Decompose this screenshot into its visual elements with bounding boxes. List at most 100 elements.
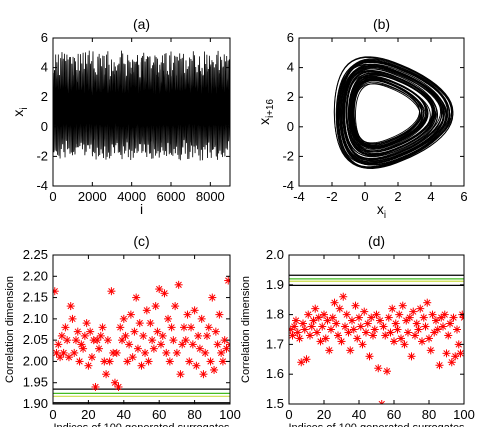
marker-stroke (159, 332, 166, 340)
x-tick-label: 2000 (78, 189, 107, 204)
surrogate-point (103, 336, 112, 345)
surrogate-point (335, 304, 344, 313)
marker-stroke (177, 371, 184, 378)
surrogate-point (400, 340, 409, 349)
marker-stroke (214, 341, 221, 348)
y-axis-label: Correlation dimension (240, 276, 252, 383)
marker-stroke (448, 359, 455, 366)
marker-stroke (319, 323, 326, 330)
surrogate-point (126, 310, 135, 319)
marker-stroke (369, 332, 377, 339)
marker-stroke (299, 320, 307, 327)
marker-stroke (209, 294, 216, 301)
series-line (53, 50, 230, 161)
surrogate-point (374, 364, 383, 373)
surrogate-point (68, 314, 77, 323)
marker-stroke (460, 314, 464, 319)
surrogate-point (320, 310, 328, 319)
marker-stroke (74, 328, 81, 335)
marker-stroke (131, 328, 138, 335)
marker-stroke (152, 302, 159, 310)
surrogate-point (171, 302, 180, 311)
panel-d: 0 20 40 60 80 100 1.5 1.6 1.7 1.8 1.9 2.0 (d) Indices… (240, 233, 475, 427)
plot-data (53, 50, 230, 161)
x-tick-label: 60 (387, 407, 401, 422)
marker-stroke (122, 332, 129, 340)
marker-stroke (296, 335, 303, 342)
attractor-loop (348, 73, 435, 155)
surrogate-point (148, 336, 157, 345)
surrogate-point (351, 301, 360, 310)
marker-stroke (58, 332, 66, 340)
marker-stroke (453, 326, 461, 333)
marker-stroke (118, 336, 126, 344)
surrogate-point (217, 348, 226, 357)
surrogate-point (370, 325, 379, 334)
surrogate-point (349, 325, 358, 334)
y-tick-label: 1.7 (266, 336, 284, 351)
surrogate-point (54, 340, 63, 349)
marker-stroke (357, 323, 364, 330)
surrogate-point (107, 287, 116, 296)
surrogate-point (426, 346, 435, 355)
marker-stroke (422, 323, 429, 330)
surrogate-point (188, 340, 197, 349)
marker-stroke (161, 290, 168, 297)
marker-stroke (354, 335, 361, 342)
y-tick-label: 6 (287, 30, 294, 45)
surrogate-point (447, 358, 456, 367)
surrogate-point (61, 323, 70, 332)
marker-stroke (62, 324, 69, 331)
surrogate-point (355, 313, 363, 322)
surrogate-point (123, 357, 132, 366)
surrogate-point (390, 337, 398, 346)
y-tick-label: 1.5 (266, 396, 284, 411)
marker-stroke (193, 362, 200, 369)
y-tick-label: 2.0 (266, 247, 284, 262)
marker-stroke (106, 358, 113, 365)
surrogate-point (460, 313, 464, 322)
surrogate-point (327, 325, 335, 334)
x-tick-label: 40 (117, 407, 131, 422)
surrogate-point (218, 357, 227, 366)
surrogate-point (105, 357, 114, 366)
surrogate-point (125, 340, 134, 349)
x-tick-label: 60 (152, 407, 166, 422)
surrogate-point (407, 352, 416, 361)
surrogate-point (391, 319, 400, 328)
surrogate-point (75, 357, 84, 366)
y-tick-label: 0 (41, 119, 48, 134)
surrogate-point (162, 348, 171, 357)
y-tick-label: -4 (282, 178, 294, 193)
marker-stroke (385, 314, 392, 321)
marker-stroke (53, 288, 58, 294)
surrogate-point (453, 325, 461, 334)
marker-stroke (216, 311, 223, 318)
y-tick-label: 2 (287, 89, 294, 104)
x-tick-label: 0 (285, 407, 292, 422)
surrogate-point (439, 322, 447, 331)
surrogate-point (290, 322, 299, 331)
surrogate-point (215, 310, 224, 319)
x-tick-label: 4000 (117, 189, 146, 204)
surrogate-point (393, 325, 402, 334)
surrogate-point (73, 327, 82, 336)
marker-stroke (310, 317, 317, 324)
marker-stroke (179, 341, 186, 348)
surrogate-point (222, 344, 230, 353)
plot-frame (52, 254, 231, 405)
marker-stroke (443, 350, 450, 357)
surrogate-point (300, 325, 309, 334)
y-tick-label: 4 (287, 60, 294, 75)
surrogate-point (79, 344, 88, 353)
surrogate-point (302, 355, 311, 364)
marker-stroke (187, 324, 195, 331)
marker-stroke (436, 362, 443, 369)
marker-stroke (156, 285, 163, 293)
surrogate-point (397, 334, 405, 343)
surrogate-point (353, 334, 362, 343)
surrogate-point (190, 306, 199, 315)
marker-stroke (292, 317, 300, 324)
y-tick-label: -2 (282, 148, 294, 163)
x-tick-label: 80 (422, 407, 436, 422)
